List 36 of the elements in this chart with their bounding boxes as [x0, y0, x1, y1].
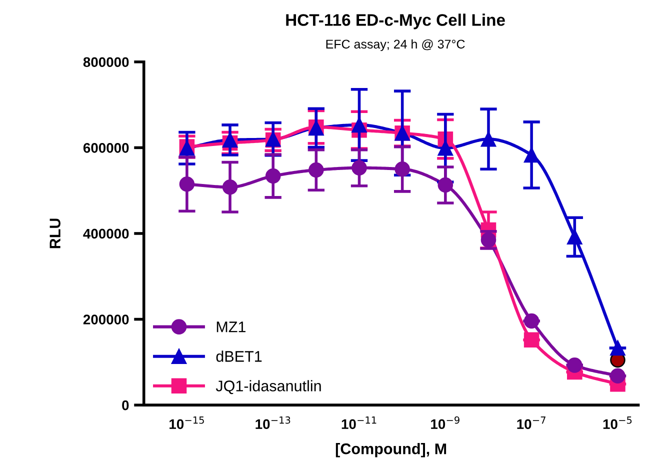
y-tick-label: 0	[122, 400, 129, 410]
x-tick-label: 10$^{−5}$	[603, 416, 632, 430]
point	[352, 160, 367, 176]
x-tick-label: 10$^{−7}$	[517, 416, 546, 430]
point	[394, 161, 410, 177]
y-tick-label: 800000	[83, 57, 129, 68]
x-tick-label: 10$^{−15}$	[170, 416, 204, 430]
point	[610, 368, 626, 384]
point	[610, 340, 626, 356]
chart-title: HCT-116 ED-c-Myc Cell Line	[286, 14, 505, 30]
point	[265, 168, 281, 184]
legend-label: MZ1	[216, 322, 246, 332]
legend-label: dBET1	[216, 350, 262, 362]
point	[524, 313, 540, 329]
chart-subtitle: EFC assay; 24 h @ 37°C	[326, 39, 465, 52]
point	[352, 117, 367, 133]
point	[308, 162, 324, 178]
legend-label: JQ1-idasanutlin	[216, 380, 321, 394]
y-tick-label: 600000	[83, 143, 129, 153]
x-tick-label: 10$^{−11}$	[342, 416, 376, 430]
x-tick-label: 10$^{−13}$	[256, 416, 290, 430]
point	[524, 332, 540, 348]
point	[567, 358, 582, 373]
y-tick-label: 200000	[83, 314, 129, 324]
point	[480, 131, 496, 147]
point	[222, 132, 238, 148]
y-axis-title: RLU	[50, 218, 60, 248]
x-axis-title: [Compound], M	[336, 443, 446, 458]
point	[524, 147, 540, 163]
point	[438, 177, 454, 193]
y-tick-label: 400000	[83, 228, 129, 239]
point	[438, 140, 454, 156]
point	[179, 176, 195, 192]
x-tick-label: 10$^{−9}$	[431, 416, 460, 430]
point	[567, 229, 582, 245]
point	[222, 180, 238, 195]
